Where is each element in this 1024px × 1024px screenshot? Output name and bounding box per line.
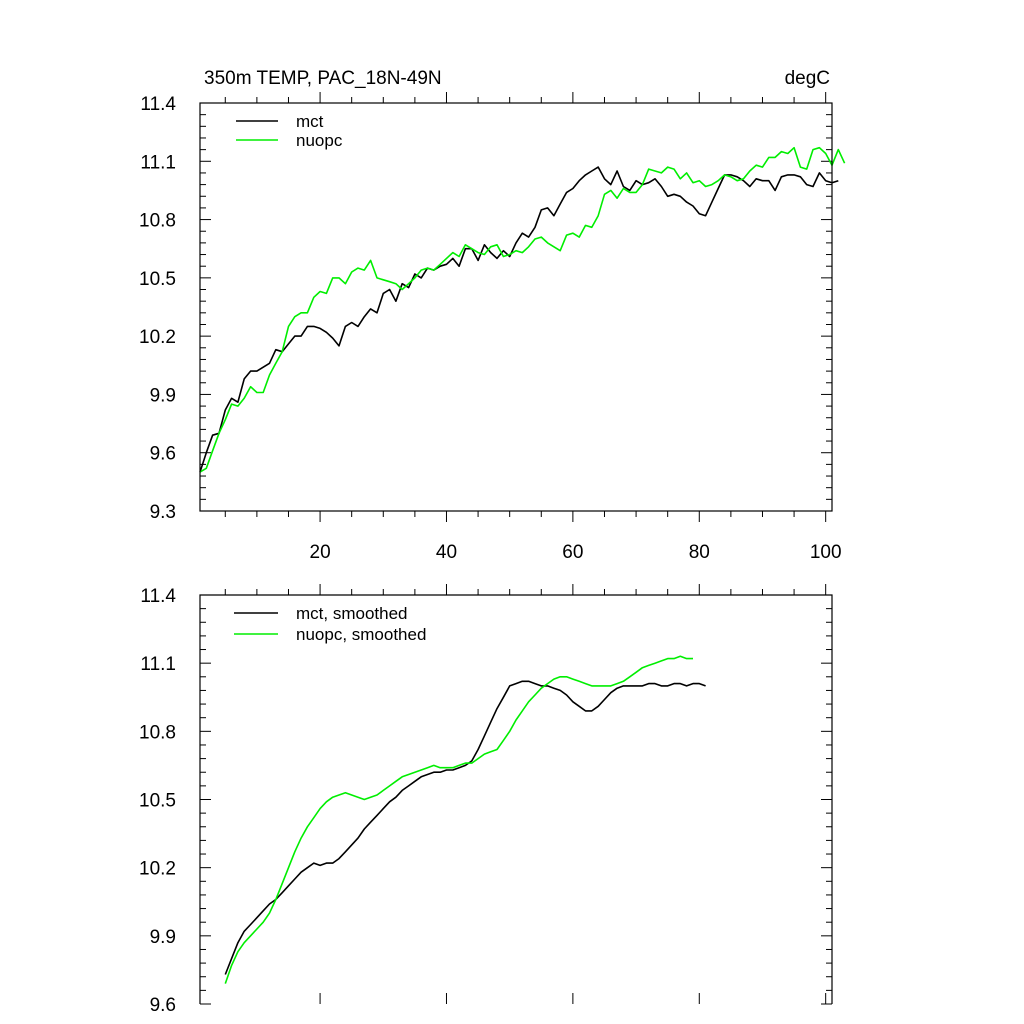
top-x-tick-label: 100 <box>810 542 842 563</box>
bottom-y-tick-label: 11.4 <box>140 586 176 607</box>
top-y-tick-label: 10.5 <box>139 269 176 290</box>
bottom-chart-panel: 9.6 9.9 10.2 10.5 10.8 11.1 11.4 mct, smoothed… <box>139 584 833 1016</box>
bottom-y-tick-label: 10.8 <box>139 722 176 743</box>
top-y-tick-label: 9.6 <box>150 444 176 465</box>
legend-label-mct-smoothed: mct, smoothed <box>296 604 408 623</box>
top-y-tick-label: 10.2 <box>139 327 176 348</box>
bottom-y-tick-label: 9.9 <box>150 927 176 948</box>
top-x-tick-label: 60 <box>562 542 583 563</box>
top-x-tick-label: 20 <box>310 542 331 563</box>
bottom-chart-series <box>224 655 706 984</box>
top-series-line-mct <box>199 166 839 473</box>
top-y-tick-label: 11.4 <box>140 94 176 115</box>
top-chart-ticks <box>200 92 832 522</box>
legend-label-mct: mct <box>296 112 324 131</box>
bottom-y-tick-label: 10.2 <box>139 859 176 880</box>
top-y-tick-label: 9.3 <box>150 502 176 523</box>
chart-title-left: 350m TEMP, PAC_18N-49N <box>204 68 442 89</box>
top-chart-y-tick-labels: 9.3 9.6 9.9 10.2 10.5 10.8 11.1 11.4 <box>139 94 176 523</box>
legend-label-nuopc: nuopc <box>296 131 343 150</box>
chart-title-units: degC <box>785 68 830 89</box>
bottom-series-line-nuopc-smoothed <box>224 655 693 984</box>
top-chart-x-tick-labels: 20 40 60 80 100 <box>310 542 842 563</box>
bottom-y-tick-label: 10.5 <box>139 791 176 812</box>
bottom-chart-legend: mct, smoothed nuopc, smoothed <box>234 604 426 644</box>
bottom-y-tick-label: 9.6 <box>150 995 176 1016</box>
top-chart-legend: mct nuopc <box>236 112 343 150</box>
top-series-line-nuopc <box>199 146 846 473</box>
bottom-y-tick-label: 11.1 <box>140 654 176 675</box>
legend-label-nuopc-smoothed: nuopc, smoothed <box>296 625 426 644</box>
top-x-tick-label: 80 <box>689 542 710 563</box>
bottom-chart-frame <box>199 594 833 1004</box>
top-chart-panel: 350m TEMP, PAC_18N-49N degC 20 40 60 80 100 … <box>139 68 846 563</box>
top-y-tick-label: 11.1 <box>140 152 176 173</box>
top-chart-frame <box>199 102 833 512</box>
top-chart-series <box>199 146 846 473</box>
top-x-tick-label: 40 <box>436 542 457 563</box>
bottom-chart-ticks <box>200 584 832 1005</box>
top-y-tick-label: 9.9 <box>150 385 176 406</box>
bottom-chart-y-tick-labels: 9.6 9.9 10.2 10.5 10.8 11.1 11.4 <box>139 586 176 1016</box>
top-y-tick-label: 10.8 <box>139 211 176 232</box>
bottom-series-line-mct-smoothed <box>224 680 706 975</box>
